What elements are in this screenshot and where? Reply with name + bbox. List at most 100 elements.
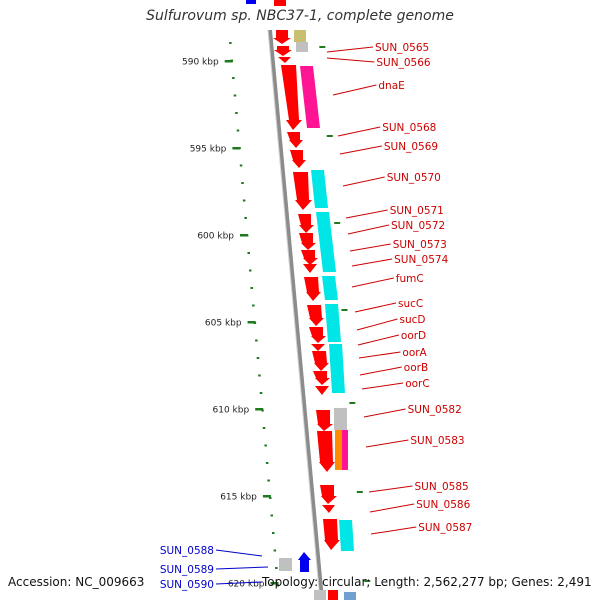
label-leader-line [339,145,382,155]
gene-label-sun_0574[interactable]: SUN_0574 [394,254,448,266]
gene-label-oora[interactable]: oorA [402,347,427,359]
label-leader-line [356,318,398,331]
gene-arrow-sucC[interactable] [307,305,324,326]
gene-arrow-oorA[interactable] [312,351,329,371]
scale-dot [242,199,246,202]
gene-arrow-SUN_0574[interactable] [303,264,317,273]
label-leader-line [349,243,391,252]
label-leader-line [345,209,388,219]
feature-olive-SUN_0566 [294,30,306,42]
partial-feature-bottom-grey [314,590,326,600]
gene-arrow-fumC[interactable] [304,277,321,301]
outer-scale-tick [356,491,363,493]
gene-label-oorb[interactable]: oorB [404,362,428,374]
gene-label-sun_0586[interactable]: SUN_0586 [416,499,470,511]
scale-dot [255,339,258,342]
kbp-tick-label: 620 kbp [228,580,265,590]
scale-dot [267,479,270,482]
scale-dot [275,567,278,569]
gene-label-oord[interactable]: oorD [401,330,426,342]
topology-text: Topology: circular; Length: 2,562,277 bp… [262,575,592,589]
gene-label-sucd[interactable]: sucD [400,314,426,326]
label-leader-line [215,581,263,585]
kbp-tick [262,495,271,498]
partial-feature-bottom-red [328,590,338,600]
gene-arrow-SUN_0565[interactable] [273,30,291,44]
gene-label-sun_0583[interactable]: SUN_0583 [410,435,464,447]
gene-label-sun_0570[interactable]: SUN_0570 [387,172,441,184]
scale-dot [244,217,247,219]
gene-arrow-SUN_0572[interactable] [299,233,316,250]
gene-arrow-SUN_0568[interactable] [287,132,303,148]
gene-arrow-SUN_0587[interactable] [323,519,340,550]
scale-dot [233,94,237,97]
label-leader-line [363,408,406,418]
gene-arrow-sucD[interactable] [309,327,326,343]
gene-arrow-SUN_0583[interactable] [317,431,335,472]
scale-dots [229,42,371,587]
scale-dot [250,287,253,289]
gene-label-oorc[interactable]: oorC [405,378,430,390]
gene-arrow-SUN_0586[interactable] [322,505,335,513]
scale-dot [276,584,280,587]
kbp-tick-label: 605 kbp [205,319,242,329]
label-leader-line [337,126,381,137]
gene-arrow-SUN_0582[interactable] [316,410,333,431]
gene-label-sun_0590[interactable]: SUN_0590 [160,579,214,591]
scale-dot [270,514,273,517]
feature-magenta-SUN_0583 [342,430,348,470]
gene-label-dnae[interactable]: dnaE [378,80,404,92]
gene-label-sun_0573[interactable]: SUN_0573 [393,239,447,251]
gene-arrow-SUN_0585[interactable] [320,485,337,504]
gene-arrow-oorC[interactable] [315,386,329,395]
gene-arrow-dnaE[interactable] [281,65,302,130]
gene-label-sun_0589[interactable]: SUN_0589 [160,564,214,576]
kbp-tick-group: 590 kbp 595 kbp 600 kbp 605 kbp 610 kbp 615 k… [182,58,279,590]
gene-label-fumc[interactable]: fumC [396,273,424,285]
kbp-tick [270,582,279,585]
scale-dot [252,304,255,307]
kbp-tick-label: 600 kbp [197,232,234,242]
gene-label-sun_0587[interactable]: SUN_0587 [418,522,472,534]
gene-label-sun_0569[interactable]: SUN_0569 [384,141,438,153]
outer-scale-tick [326,135,333,137]
label-leader-line [354,302,397,313]
gene-arrow-SUN_0571[interactable] [298,214,314,233]
gene-label-sun_0568[interactable]: SUN_0568 [382,122,436,134]
gene-label-sun_0572[interactable]: SUN_0572 [391,220,445,232]
feature-cyan-SUN_0587 [339,520,354,551]
label-leader-line [351,277,394,288]
scale-dot [247,252,250,254]
scale-dot [239,164,243,167]
label-leader-line [359,366,402,376]
gene-label-sun_0571[interactable]: SUN_0571 [390,205,444,217]
gene-arrow-oorD[interactable] [311,344,325,351]
gene-label-sun_0566[interactable]: SUN_0566 [376,57,430,69]
feature-cyan-block-4 [325,304,341,342]
gene-label-group: SUN_0565 SUN_0566 dnaE SUN_0568 SUN_0569 SUN_… [160,42,473,591]
gene-arrow-SUN_0570[interactable] [293,172,312,210]
gene-arrow-SUN_0573[interactable] [301,250,318,265]
scale-dot [235,112,238,114]
outer-scale-tick [334,222,341,224]
scale-dot [258,374,261,377]
gene-label-sun_0585[interactable]: SUN_0585 [415,481,469,493]
partial-feature-bottom-blue [344,592,356,600]
feature-cyan-block-5 [329,344,345,393]
kbp-tick [224,60,233,63]
gene-arrow-SUN_0569[interactable] [290,150,306,168]
gene-label-sun_0588[interactable]: SUN_0588 [160,545,214,557]
label-leader-line [215,566,269,570]
scale-dot [229,42,232,44]
gene-arrow-SUN_0588[interactable] [298,552,311,572]
gene-arrow-small-1[interactable] [278,57,291,63]
gene-label-sun_0565[interactable]: SUN_0565 [375,42,429,54]
gene-label-succ[interactable]: sucC [398,298,423,310]
scale-dot [236,129,240,132]
label-leader-line [370,526,417,535]
feature-grey-SUN_0582 [334,408,347,430]
gene-arrow-SUN_0566[interactable] [274,46,292,56]
scale-dot [269,497,272,499]
gene-arrow-oorB[interactable] [313,371,330,385]
gene-label-sun_0582[interactable]: SUN_0582 [408,404,462,416]
